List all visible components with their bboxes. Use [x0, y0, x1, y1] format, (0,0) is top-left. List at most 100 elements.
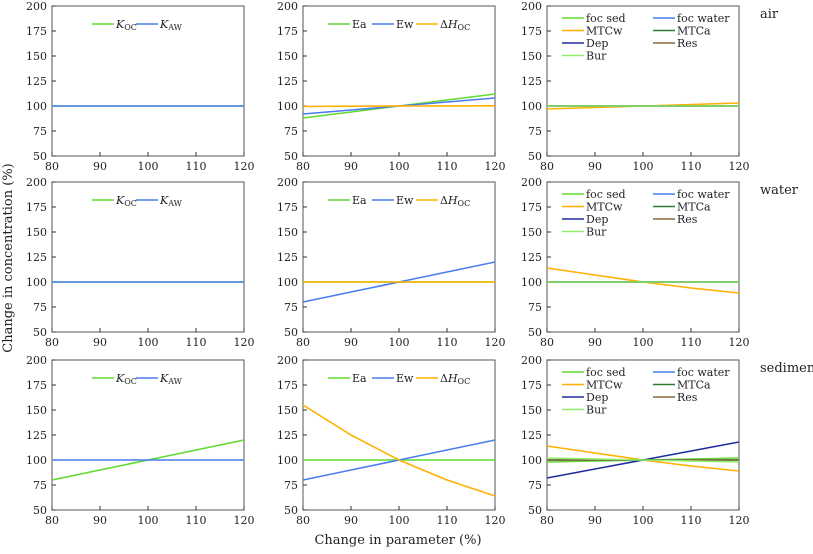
- legend-label: MTCa: [677, 25, 711, 38]
- x-tick-label: 110: [186, 514, 207, 527]
- legend-label: Ew: [396, 372, 414, 385]
- y-tick-label: 75: [528, 125, 542, 138]
- legend-label: ΔHOC: [440, 372, 470, 386]
- y-tick-label: 100: [277, 454, 298, 467]
- legend: foc sed foc water MTCw MTCa Dep Res Bur: [562, 12, 730, 63]
- y-tick-label: 150: [26, 226, 47, 239]
- x-tick-label: 110: [437, 514, 458, 527]
- x-tick-label: 90: [93, 160, 107, 173]
- legend-label: Res: [677, 37, 698, 50]
- legend-label: foc water: [677, 366, 730, 379]
- x-tick-label: 100: [138, 514, 159, 527]
- y-tick-label: 125: [26, 429, 47, 442]
- legend-label: Ea: [352, 194, 367, 207]
- y-tick-label: 50: [33, 150, 47, 163]
- x-tick-label: 120: [485, 514, 506, 527]
- y-tick-label: 125: [521, 75, 542, 88]
- row-label-sediment: sediment: [760, 361, 813, 376]
- legend-label: foc sed: [586, 12, 626, 25]
- series-line-ΔHOC: [302, 105, 496, 108]
- y-tick-label: 175: [521, 379, 542, 392]
- y-tick-label: 50: [528, 326, 542, 339]
- legend: Ea Ew ΔHOC: [328, 18, 470, 32]
- legend-label: ΔHOC: [440, 194, 470, 208]
- x-tick-label: 110: [186, 336, 207, 349]
- x-tick-label: 80: [45, 160, 59, 173]
- legend-label: Bur: [586, 226, 607, 239]
- legend-label: MTCw: [586, 379, 623, 392]
- y-tick-label: 75: [284, 301, 298, 314]
- x-tick-label: 100: [633, 336, 654, 349]
- x-tick-label: 120: [485, 160, 506, 173]
- y-tick-label: 200: [26, 176, 47, 189]
- legend: Ea Ew ΔHOC: [328, 372, 470, 386]
- legend-label: foc sed: [586, 188, 626, 201]
- legend-label: KAW: [159, 372, 183, 386]
- legend-label: Res: [677, 213, 698, 226]
- x-tick-label: 100: [633, 514, 654, 527]
- x-tick-label: 100: [389, 336, 410, 349]
- row-label-air: air: [760, 7, 779, 22]
- x-tick-label: 120: [234, 160, 255, 173]
- y-tick-label: 175: [277, 25, 298, 38]
- x-tick-label: 80: [45, 336, 59, 349]
- plot-frame: [51, 181, 245, 333]
- legend-label: Bur: [586, 404, 607, 417]
- x-tick-label: 120: [234, 514, 255, 527]
- y-tick-label: 200: [277, 176, 298, 189]
- series-line-ΔHOC: [302, 404, 496, 497]
- panel-water-2: 50 75 100 125 150 175 200 80 90 100 110 120 Ea Ew ΔHOC: [277, 176, 506, 349]
- y-tick-label: 75: [284, 125, 298, 138]
- legend-label: foc water: [677, 12, 730, 25]
- x-tick-label: 80: [296, 160, 310, 173]
- x-tick-label: 110: [186, 160, 207, 173]
- legend-label: Bur: [586, 50, 607, 63]
- x-tick-label: 90: [93, 514, 107, 527]
- legend-label: MTCw: [586, 25, 623, 38]
- y-tick-label: 175: [26, 25, 47, 38]
- legend-label: MTCa: [677, 201, 711, 214]
- x-tick-label: 100: [138, 160, 159, 173]
- y-tick-label: 175: [277, 201, 298, 214]
- x-tick-label: 120: [729, 160, 750, 173]
- y-tick-label: 125: [521, 429, 542, 442]
- y-tick-label: 50: [284, 326, 298, 339]
- x-tick-label: 110: [437, 336, 458, 349]
- x-tick-label: 90: [588, 336, 602, 349]
- legend-label: MTCw: [586, 201, 623, 214]
- x-tick-label: 90: [588, 514, 602, 527]
- legend-label: Ea: [352, 18, 367, 31]
- y-tick-label: 125: [521, 251, 542, 264]
- legend: Ea Ew ΔHOC: [328, 194, 470, 208]
- y-tick-label: 175: [521, 201, 542, 214]
- y-tick-label: 125: [277, 251, 298, 264]
- x-tick-label: 80: [540, 514, 554, 527]
- y-tick-label: 200: [26, 354, 47, 367]
- row-label-water: water: [760, 183, 799, 198]
- y-tick-label: 100: [521, 100, 542, 113]
- legend-label: Dep: [586, 37, 608, 50]
- y-tick-label: 50: [33, 504, 47, 517]
- y-axis-label: Change in concentration (%): [1, 163, 16, 352]
- x-tick-label: 110: [681, 160, 702, 173]
- legend: KOC KAW: [92, 372, 183, 386]
- x-tick-label: 80: [540, 336, 554, 349]
- x-tick-label: 120: [729, 514, 750, 527]
- y-tick-label: 50: [284, 150, 298, 163]
- x-tick-label: 90: [344, 160, 358, 173]
- y-tick-label: 100: [521, 454, 542, 467]
- x-tick-label: 100: [389, 160, 410, 173]
- x-tick-label: 80: [296, 514, 310, 527]
- y-tick-label: 200: [521, 0, 542, 13]
- y-tick-label: 100: [26, 454, 47, 467]
- y-tick-label: 200: [521, 354, 542, 367]
- y-tick-label: 75: [528, 301, 542, 314]
- x-tick-label: 110: [681, 336, 702, 349]
- x-tick-label: 90: [588, 160, 602, 173]
- y-tick-label: 200: [26, 0, 47, 13]
- panel-air-1: 50 75 100 125 150 175 200 80 90 100 110 120 KOC KAW: [26, 0, 255, 173]
- y-tick-label: 150: [521, 226, 542, 239]
- panel-sediment-1: 50 75 100 125 150 175 200 80 90 100 110 120 KOC KAW: [26, 354, 255, 527]
